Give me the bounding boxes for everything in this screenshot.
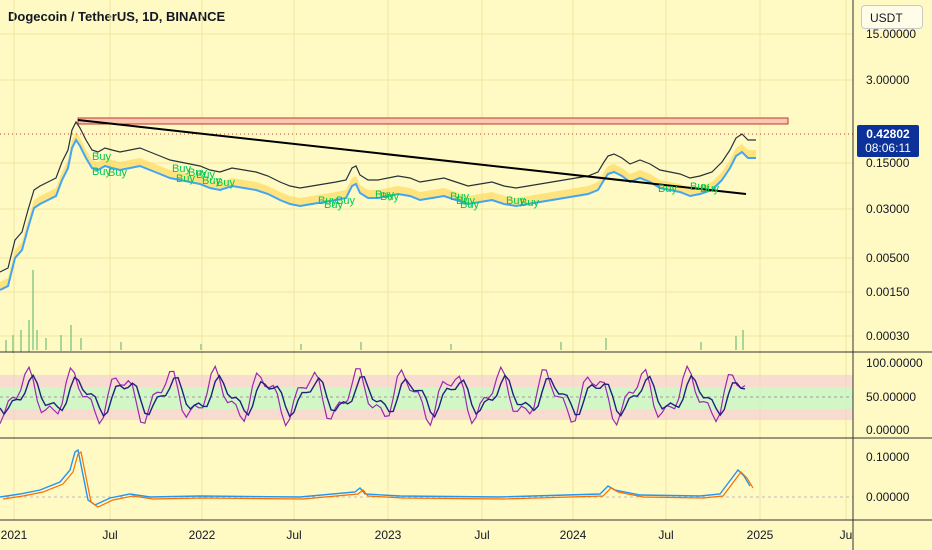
price-tick-label: 0.00500 (866, 251, 910, 265)
volume-bar (20, 330, 22, 352)
volume-bar (45, 338, 47, 350)
buy-signal-label: Buy (202, 175, 221, 187)
macd-tick-label: 0.00000 (866, 490, 910, 504)
price-label-box (857, 125, 919, 157)
rsi-tick-label: 50.00000 (866, 390, 916, 404)
volume-bar (200, 344, 202, 350)
volume-bar (70, 325, 72, 351)
macd-signal-line (2, 451, 754, 508)
time-tick-label: 2021 (1, 528, 28, 542)
drawing-tools (0, 117, 853, 195)
buy-signal-label: Buy (176, 173, 195, 185)
time-tick-label: Jul (474, 528, 489, 542)
volume-bar (300, 344, 302, 350)
volume-bar (560, 342, 562, 350)
macd-series (0, 448, 853, 508)
macd-line (0, 448, 751, 506)
rsi-tick-label: 0.00000 (866, 423, 910, 437)
price-label-countdown: 08:06:11 (865, 141, 911, 155)
price-series (0, 120, 756, 273)
buy-signal-label: Buy (336, 195, 355, 207)
buy-signal-label: Buy (324, 199, 343, 211)
price-tick-label: 0.15000 (866, 156, 910, 170)
grid (0, 0, 853, 520)
volume-bar (700, 342, 702, 350)
price-label-value: 0.42802 (866, 127, 910, 141)
time-tick-label: Jul (286, 528, 301, 542)
buy-signal-label: Buy (658, 183, 677, 195)
buy-signal-label: Buy (506, 195, 525, 207)
volume-bar (605, 338, 607, 350)
volume-bar (28, 320, 30, 352)
price-tick-label: 0.00030 (866, 329, 910, 343)
rsi-series (0, 364, 746, 428)
buy-signal-label: Buy (520, 197, 539, 209)
volume-bar (60, 335, 62, 351)
moving-average-ribbon (0, 132, 756, 291)
rsi-signal-line (0, 364, 746, 428)
buy-signal-label: Buy (380, 191, 399, 203)
buy-signal-label: Buy (690, 181, 709, 193)
resistance-box (77, 117, 789, 125)
tick-labels: 15.00000 3.00000 0.15000 0.03000 0.00500 0.00… (1, 27, 923, 542)
buy-signal-label: Buy (450, 191, 469, 203)
volume-bar (360, 342, 362, 350)
volume-bar (450, 344, 452, 350)
buy-signal-label: Buy (318, 195, 337, 207)
rsi-lower-band (0, 409, 853, 420)
rsi-main-line (0, 373, 746, 419)
time-tick-label: Jul (102, 528, 117, 542)
volume-bar (80, 338, 82, 350)
buy-signal-label: Buy (196, 169, 215, 181)
volume-bar (12, 335, 14, 353)
time-tick-label: 2023 (375, 528, 402, 542)
buy-signal-label: Buy (216, 177, 235, 189)
volume-bar (36, 330, 38, 350)
buy-signal-label: Buy (460, 199, 479, 211)
currency-selector[interactable]: USDT (861, 5, 923, 29)
ma-ribbon (0, 132, 756, 290)
rsi-tick-label: 100.00000 (866, 356, 923, 370)
chart-title: Dogecoin / TetherUS, 1D, BINANCE (8, 9, 226, 24)
volume-bar (5, 340, 7, 352)
volume-bar (735, 336, 737, 350)
price-tick-label: 3.00000 (866, 73, 910, 87)
macd-tick-label: 0.10000 (866, 450, 910, 464)
buy-signal-label: Buy (92, 151, 111, 163)
volume-bars (5, 270, 744, 353)
volume-bar (742, 330, 744, 350)
price-tick-label: 0.00150 (866, 285, 910, 299)
price-line (0, 120, 756, 273)
time-tick-label: Ju (840, 528, 853, 542)
trendline (77, 119, 747, 195)
buy-signal-label: Buy (108, 167, 127, 179)
time-tick-label: 2022 (189, 528, 216, 542)
buy-signal-label: Buy (92, 166, 111, 178)
volume-bar (120, 342, 122, 350)
buy-signal-label: Buy (456, 195, 475, 207)
time-tick-label: 2025 (747, 528, 774, 542)
buy-signal-label: Buy (188, 167, 207, 179)
buy-signal-label: Buy (700, 183, 719, 195)
volume-bar (32, 270, 34, 350)
time-tick-label: Jul (658, 528, 673, 542)
time-tick-label: 2024 (560, 528, 587, 542)
price-tick-label: 0.03000 (866, 202, 910, 216)
price-tick-label: 15.00000 (866, 27, 916, 41)
buy-signal-label: Buy (172, 163, 191, 175)
buy-signal-label: Buy (375, 189, 394, 201)
